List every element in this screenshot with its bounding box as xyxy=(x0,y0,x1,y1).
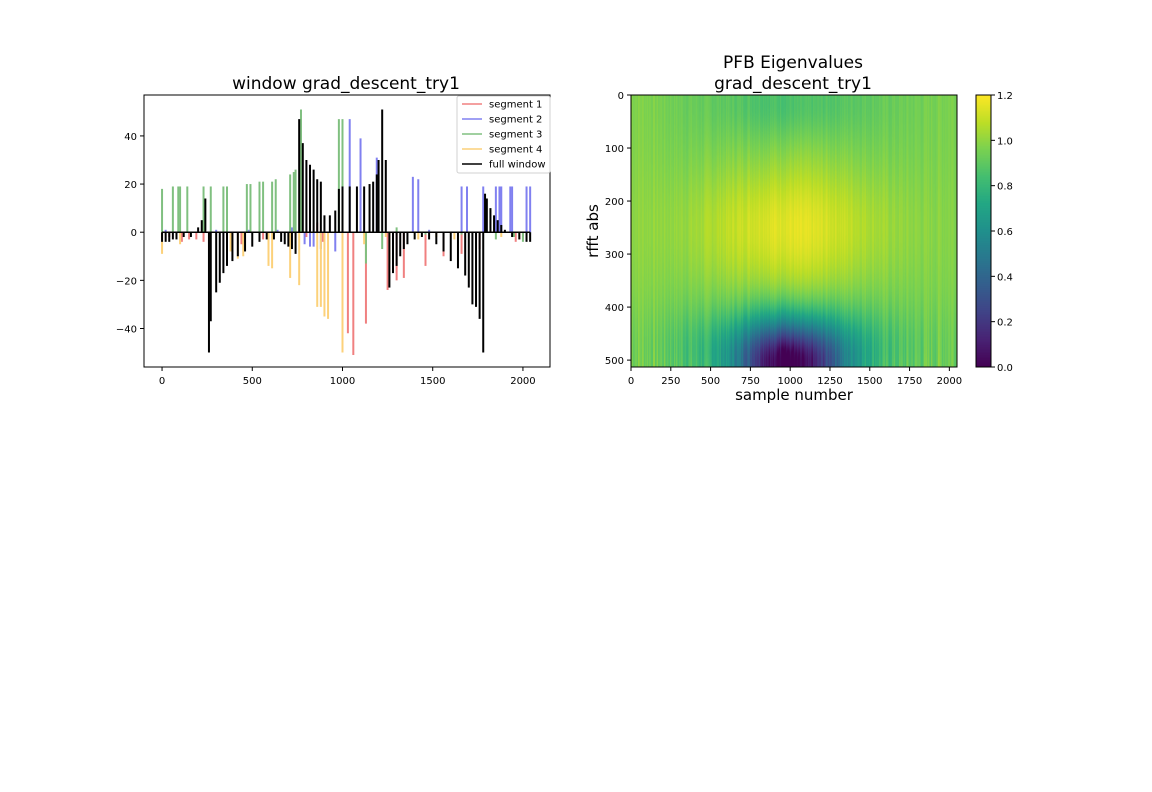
heatmap-x-axis: 0 250 500 750 1000 1250 1500 1750 2000 xyxy=(628,367,962,387)
heatmap-frame xyxy=(630,94,958,368)
x-tick-label: 250 xyxy=(661,376,680,387)
x-tick-label: 1250 xyxy=(817,376,842,387)
colorbar-tick-label: 1.2 xyxy=(997,91,1013,102)
y-tick-label: −40 xyxy=(116,324,137,335)
window-legend: segment 1 segment 2 segment 3 segment 4 full… xyxy=(456,95,551,174)
heatmap-y-axis: 0 100 200 300 400 500 xyxy=(605,91,631,367)
colorbar-axis: 0.0 0.2 0.4 0.6 0.8 1.0 1.2 xyxy=(991,91,1013,374)
legend-item: segment 4 xyxy=(462,145,542,156)
window-x-axis: 0 500 1000 1500 2000 xyxy=(159,367,536,387)
legend-item: segment 2 xyxy=(462,115,542,126)
colorbar xyxy=(976,95,991,367)
heatmap-title-line-1: PFB Eigenvalues xyxy=(723,53,863,73)
eigenvalue-heatmap-plot: PFB Eigenvalues grad_descent_try1 0 250 50… xyxy=(584,53,1013,404)
colorbar-tick-label: 0.4 xyxy=(997,272,1013,283)
x-tick-label: 1500 xyxy=(420,376,445,387)
y-tick-label: 0 xyxy=(618,91,624,102)
eigenvalue-heatmap xyxy=(631,95,957,367)
x-tick-label: 1500 xyxy=(857,376,882,387)
colorbar-tick-label: 1.0 xyxy=(997,136,1013,147)
x-tick-label: 0 xyxy=(159,376,165,387)
heatmap-xlabel: sample number xyxy=(735,386,854,404)
x-tick-label: 2000 xyxy=(510,376,535,387)
colorbar-tick-label: 0.2 xyxy=(997,318,1013,329)
y-tick-label: 400 xyxy=(605,303,624,314)
x-tick-label: 500 xyxy=(243,376,262,387)
y-tick-label: 300 xyxy=(605,250,624,261)
x-tick-label: 1000 xyxy=(330,376,355,387)
legend-item: segment 3 xyxy=(462,130,542,141)
legend-label: segment 1 xyxy=(489,100,542,111)
legend-label: segment 3 xyxy=(489,130,542,141)
legend-item: segment 1 xyxy=(462,100,542,111)
y-tick-label: −20 xyxy=(116,276,137,287)
x-tick-label: 750 xyxy=(741,376,760,387)
legend-item: full window xyxy=(462,160,546,171)
y-tick-label: 200 xyxy=(605,197,624,208)
heatmap-title-line-2: grad_descent_try1 xyxy=(714,74,872,94)
x-tick-label: 1000 xyxy=(777,376,802,387)
window-plot: window grad_descent_try1 0 500 1000 1500 200… xyxy=(116,74,551,387)
colorbar-tick-label: 0.0 xyxy=(997,363,1013,374)
legend-label: full window xyxy=(489,160,546,171)
y-tick-label: 0 xyxy=(131,228,137,239)
heatmap-ylabel: rfft abs xyxy=(584,204,602,258)
x-tick-label: 500 xyxy=(701,376,720,387)
y-tick-label: 100 xyxy=(605,144,624,155)
x-tick-label: 0 xyxy=(628,376,634,387)
window-y-axis: −40 −20 0 20 40 xyxy=(116,132,144,335)
y-tick-label: 20 xyxy=(124,180,137,191)
y-tick-label: 500 xyxy=(605,356,624,367)
legend-label: segment 4 xyxy=(489,145,542,156)
colorbar-tick-label: 0.8 xyxy=(997,182,1013,193)
window-plot-frame xyxy=(143,94,551,368)
window-series-group xyxy=(161,109,532,355)
series-segment-1 xyxy=(168,222,524,355)
x-tick-label: 2000 xyxy=(937,376,962,387)
legend-box xyxy=(456,95,551,174)
colorbar-tick-label: 0.6 xyxy=(997,227,1013,238)
series-full-window xyxy=(161,109,532,353)
legend-label: segment 2 xyxy=(489,115,542,126)
x-tick-label: 1750 xyxy=(897,376,922,387)
y-tick-label: 40 xyxy=(124,132,137,143)
window-plot-title: window grad_descent_try1 xyxy=(232,74,460,94)
